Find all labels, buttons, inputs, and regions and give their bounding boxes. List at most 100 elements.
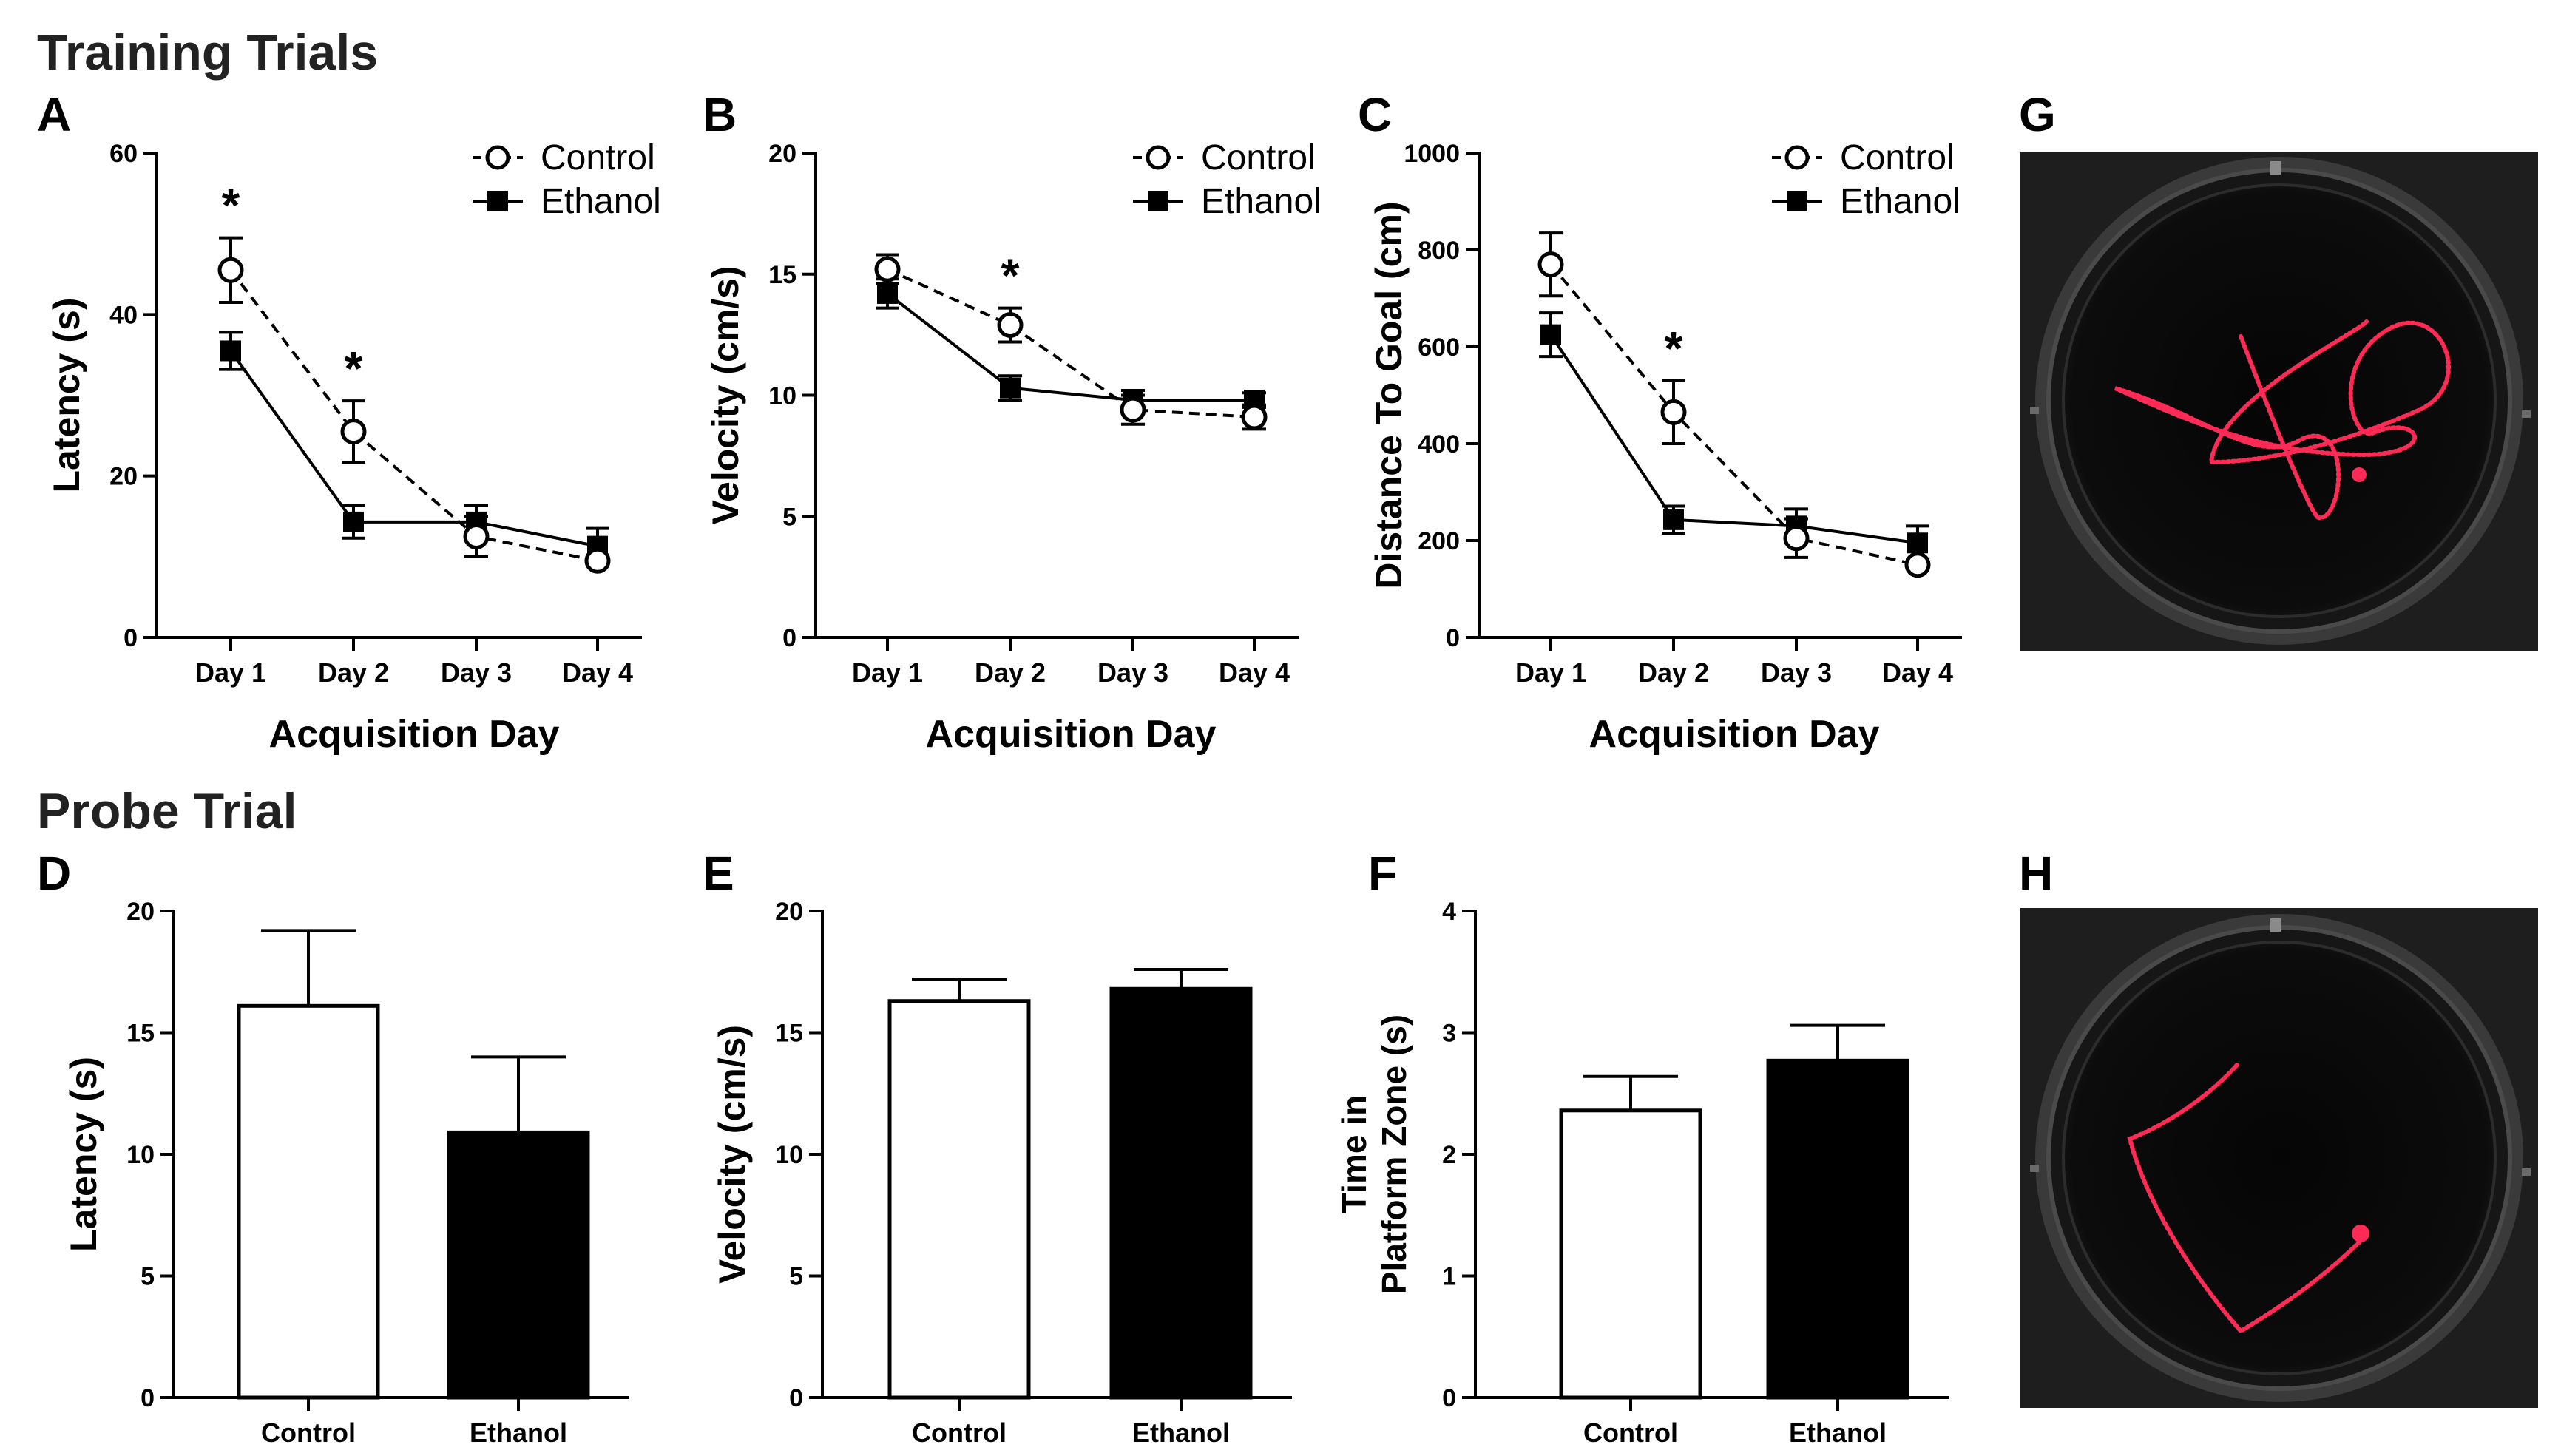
panel-letter-a: A bbox=[37, 88, 72, 141]
legend-ethanol-marker bbox=[1787, 191, 1807, 211]
y-tick-label: 0 bbox=[1446, 624, 1460, 652]
control-point bbox=[340, 419, 367, 445]
legend-ethanol-marker bbox=[1148, 191, 1168, 211]
y-tick-label: 20 bbox=[768, 140, 796, 168]
x-axis-label: Acquisition Day bbox=[926, 713, 1217, 756]
y-tick-label: 1000 bbox=[1404, 140, 1460, 168]
y-tick-label: 20 bbox=[109, 463, 138, 491]
y-tick-label: 600 bbox=[1418, 333, 1460, 362]
section-title-training: Training Trials bbox=[37, 24, 379, 81]
x-tick-label: Day 4 bbox=[1882, 657, 1953, 688]
ethanol-series-line bbox=[886, 292, 1254, 402]
significance-star: * bbox=[1001, 249, 1020, 302]
latency-training-chart: 0 20 40 60 Day 1 Day 2 Day 3 Day 4 Latency (s) Ac… bbox=[46, 138, 661, 756]
y-tick-label: 0 bbox=[782, 624, 796, 652]
y-axis-label: Latency (s) bbox=[63, 1057, 104, 1252]
y-tick-label: 15 bbox=[768, 261, 796, 289]
y-tick-label: 800 bbox=[1418, 237, 1460, 265]
control-point bbox=[463, 524, 490, 550]
velocity-training-chart: 0 5 10 15 20 Day 1 Day 2 Day 3 Day 4 Velocity (cm… bbox=[705, 138, 1322, 756]
x-tick-label: Control bbox=[912, 1418, 1007, 1448]
swim-path-training-image bbox=[2020, 152, 2538, 651]
y-tick-label: 10 bbox=[775, 1141, 803, 1169]
panel-letter-h: H bbox=[2019, 847, 2054, 900]
x-tick-label: Day 1 bbox=[852, 657, 923, 688]
control-point bbox=[1904, 552, 1931, 578]
section-title-probe: Probe Trial bbox=[37, 783, 297, 839]
swim-path-probe-image bbox=[2020, 908, 2538, 1408]
x-axis-label: Acquisition Day bbox=[269, 713, 560, 756]
significance-star: * bbox=[345, 342, 363, 395]
y-tick-label: 40 bbox=[109, 301, 138, 329]
y-tick-label: 15 bbox=[126, 1020, 155, 1048]
ethanol-series-line bbox=[229, 350, 598, 548]
control-point bbox=[1537, 251, 1564, 278]
x-tick-label: Control bbox=[1583, 1418, 1678, 1448]
ethanol-bar bbox=[1766, 1058, 1909, 1400]
control-point bbox=[1783, 525, 1810, 552]
ethanol-point bbox=[1907, 532, 1928, 554]
legend-control-marker bbox=[1784, 145, 1810, 170]
panel-letter-b: B bbox=[703, 88, 737, 141]
panel-letter-e: E bbox=[703, 847, 734, 900]
y-tick-label: 3 bbox=[1442, 1020, 1456, 1048]
y-tick-label: 400 bbox=[1418, 430, 1460, 458]
legend-ethanol-marker bbox=[487, 191, 508, 211]
y-axis-label: Velocity (cm/s) bbox=[711, 1025, 753, 1284]
control-bar bbox=[1559, 1108, 1702, 1400]
y-axis-label: Latency (s) bbox=[46, 298, 87, 493]
distance-training-chart: 0 200 400 600 800 1000 Day 1 Day 2 Day 3 Day 4 Dis… bbox=[1368, 138, 1962, 756]
y-tick-label: 0 bbox=[141, 1384, 155, 1412]
control-point bbox=[1660, 399, 1687, 425]
control-bar bbox=[887, 999, 1031, 1400]
ethanol-point bbox=[343, 511, 364, 532]
ethanol-point bbox=[1540, 324, 1561, 345]
legend-control-marker bbox=[485, 145, 510, 170]
y-tick-label: 1 bbox=[1442, 1263, 1456, 1291]
ethanol-point bbox=[1000, 377, 1021, 399]
latency-probe-chart: 0 5 10 15 20 Control Ethanol Latency (s) bbox=[63, 898, 629, 1448]
legend-control-label: Control bbox=[541, 138, 655, 177]
ethanol-point bbox=[877, 282, 898, 304]
x-tick-label: Day 1 bbox=[1515, 657, 1586, 688]
panel-letter-c: C bbox=[1358, 88, 1393, 141]
control-point bbox=[1120, 396, 1146, 423]
ethanol-bar bbox=[447, 1130, 590, 1400]
x-tick-label: Day 3 bbox=[1097, 657, 1168, 688]
y-axis-label: Distance To Goal (cm) bbox=[1368, 201, 1410, 589]
x-tick-label: Day 1 bbox=[195, 657, 266, 688]
control-point bbox=[874, 256, 901, 282]
y-axis-label: Velocity (cm/s) bbox=[705, 265, 746, 524]
y-tick-label: 5 bbox=[141, 1263, 155, 1291]
y-tick-label: 20 bbox=[775, 898, 803, 926]
y-tick-label: 0 bbox=[1442, 1384, 1456, 1412]
ethanol-bar bbox=[1109, 986, 1253, 1400]
x-tick-label: Day 2 bbox=[1638, 657, 1709, 688]
x-tick-label: Day 4 bbox=[562, 657, 633, 688]
swim-track-probe bbox=[2127, 1063, 2365, 1334]
x-tick-label: Ethanol bbox=[1789, 1418, 1887, 1448]
control-point bbox=[217, 257, 244, 283]
x-tick-label: Ethanol bbox=[1132, 1418, 1230, 1448]
y-axis-label-line-1: Time in bbox=[1335, 1095, 1373, 1213]
control-series-line bbox=[887, 268, 1255, 419]
x-tick-label: Day 2 bbox=[318, 657, 389, 688]
ethanol-point bbox=[220, 340, 241, 362]
x-tick-label: Day 4 bbox=[1219, 657, 1290, 688]
ethanol-series-line bbox=[1549, 333, 1918, 545]
y-tick-label: 15 bbox=[775, 1020, 803, 1048]
significance-star: * bbox=[1665, 322, 1683, 375]
x-tick-label: Control bbox=[261, 1418, 356, 1448]
panel-letter-f: F bbox=[1368, 847, 1398, 900]
x-tick-label: Day 2 bbox=[975, 657, 1046, 688]
swim-track-training bbox=[2114, 319, 2451, 520]
control-bar bbox=[237, 1003, 380, 1400]
control-point bbox=[997, 312, 1024, 339]
control-point bbox=[1241, 404, 1268, 430]
legend-control-marker bbox=[1146, 145, 1171, 170]
control-point bbox=[584, 547, 611, 574]
y-tick-label: 10 bbox=[768, 382, 796, 410]
velocity-probe-chart: 0 5 10 15 20 Control Ethanol Velocity (cm/s) bbox=[711, 898, 1292, 1448]
panel-letter-d: D bbox=[37, 847, 72, 900]
